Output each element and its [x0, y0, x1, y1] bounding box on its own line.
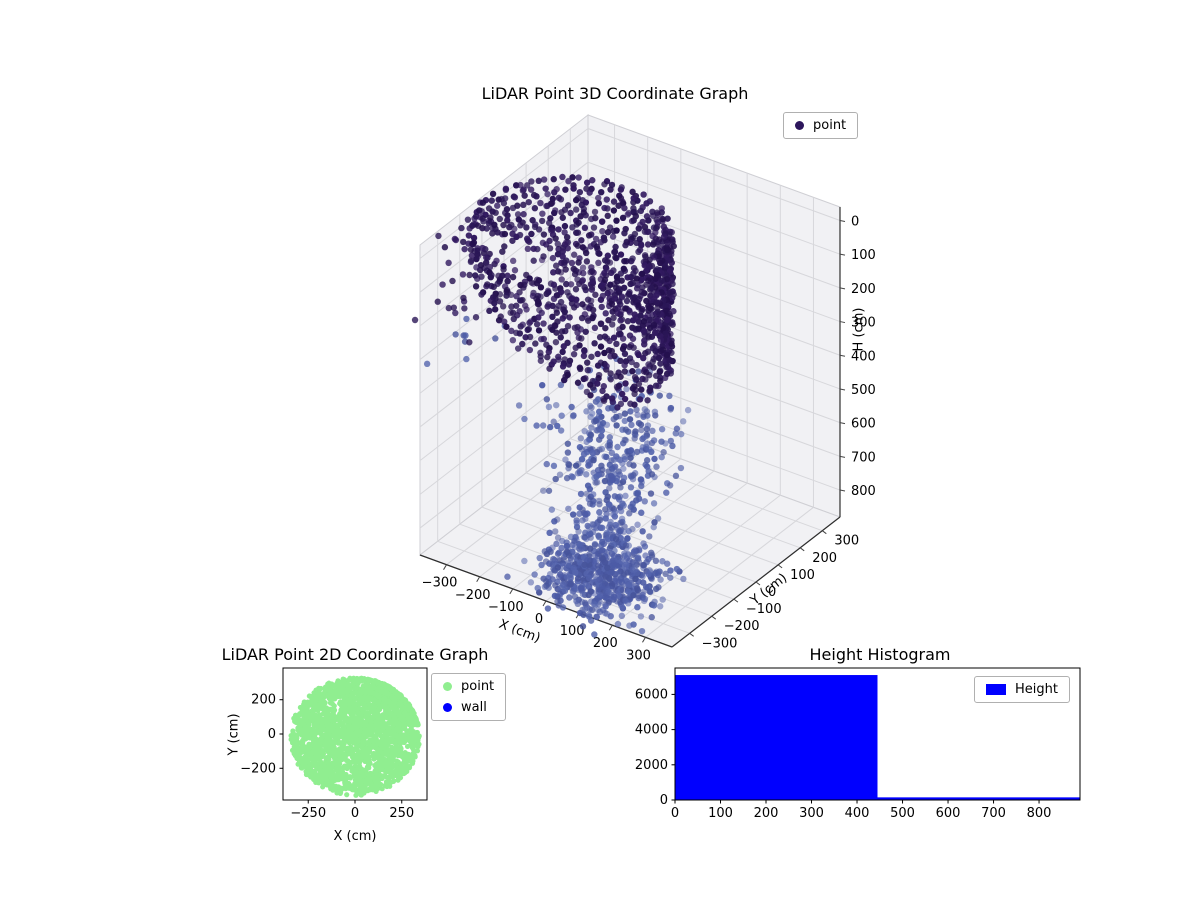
- point-marker-icon: [795, 121, 804, 130]
- legend-2d: point wall: [431, 673, 507, 721]
- x-axis-label-2d: X (cm): [333, 829, 377, 844]
- legend-entry-height: Height: [986, 682, 1058, 697]
- legend-label: point: [813, 118, 847, 133]
- legend-entry-wall: wall: [443, 700, 494, 715]
- scatter3d-title: LiDAR Point 3D Coordinate Graph: [481, 84, 749, 103]
- scatter3d-canvas: [320, 100, 900, 680]
- legend-entry-point-3d: point: [795, 118, 846, 133]
- height-patch-icon: [986, 684, 1006, 695]
- legend-label: Height: [1015, 682, 1058, 697]
- wall-marker-icon: [443, 703, 452, 712]
- point-marker-icon: [443, 682, 452, 691]
- y-axis-label-2d: Y (cm): [226, 713, 242, 756]
- legend-3d: point: [783, 112, 859, 139]
- legend-label: wall: [461, 700, 487, 715]
- legend-entry-point: point: [443, 679, 494, 694]
- legend-histogram: Height: [974, 676, 1070, 703]
- legend-label: point: [461, 679, 495, 694]
- h-axis-label-3d: H (cm): [851, 307, 867, 352]
- histogram-canvas: [630, 640, 1100, 855]
